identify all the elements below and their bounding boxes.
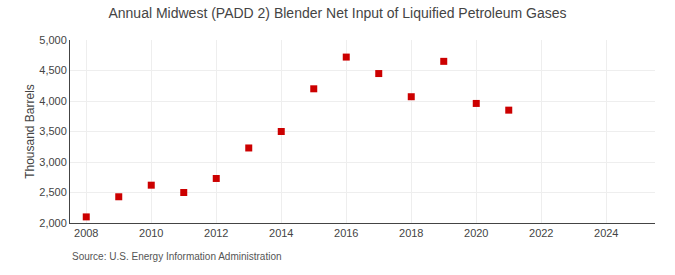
svg-text:2014: 2014: [269, 227, 293, 239]
svg-text:2008: 2008: [74, 227, 98, 239]
svg-text:3,500: 3,500: [39, 125, 67, 137]
svg-text:2010: 2010: [139, 227, 163, 239]
svg-text:Annual Midwest (PADD 2) Blende: Annual Midwest (PADD 2) Blender Net Inpu…: [108, 5, 566, 21]
svg-text:4,000: 4,000: [39, 95, 67, 107]
svg-text:2018: 2018: [399, 227, 423, 239]
svg-text:2012: 2012: [204, 227, 228, 239]
svg-text:3,000: 3,000: [39, 156, 67, 168]
svg-text:4,500: 4,500: [39, 64, 67, 76]
svg-text:Thousand Barrels: Thousand Barrels: [23, 84, 37, 179]
svg-text:2024: 2024: [594, 227, 618, 239]
svg-text:5,000: 5,000: [39, 34, 67, 46]
svg-text:2020: 2020: [464, 227, 488, 239]
svg-text:2,500: 2,500: [39, 186, 67, 198]
svg-text:2016: 2016: [334, 227, 358, 239]
svg-text:2,000: 2,000: [39, 217, 67, 229]
svg-text:Source: U.S. Energy Informatio: Source: U.S. Energy Information Administ…: [72, 251, 282, 262]
svg-text:2022: 2022: [529, 227, 553, 239]
